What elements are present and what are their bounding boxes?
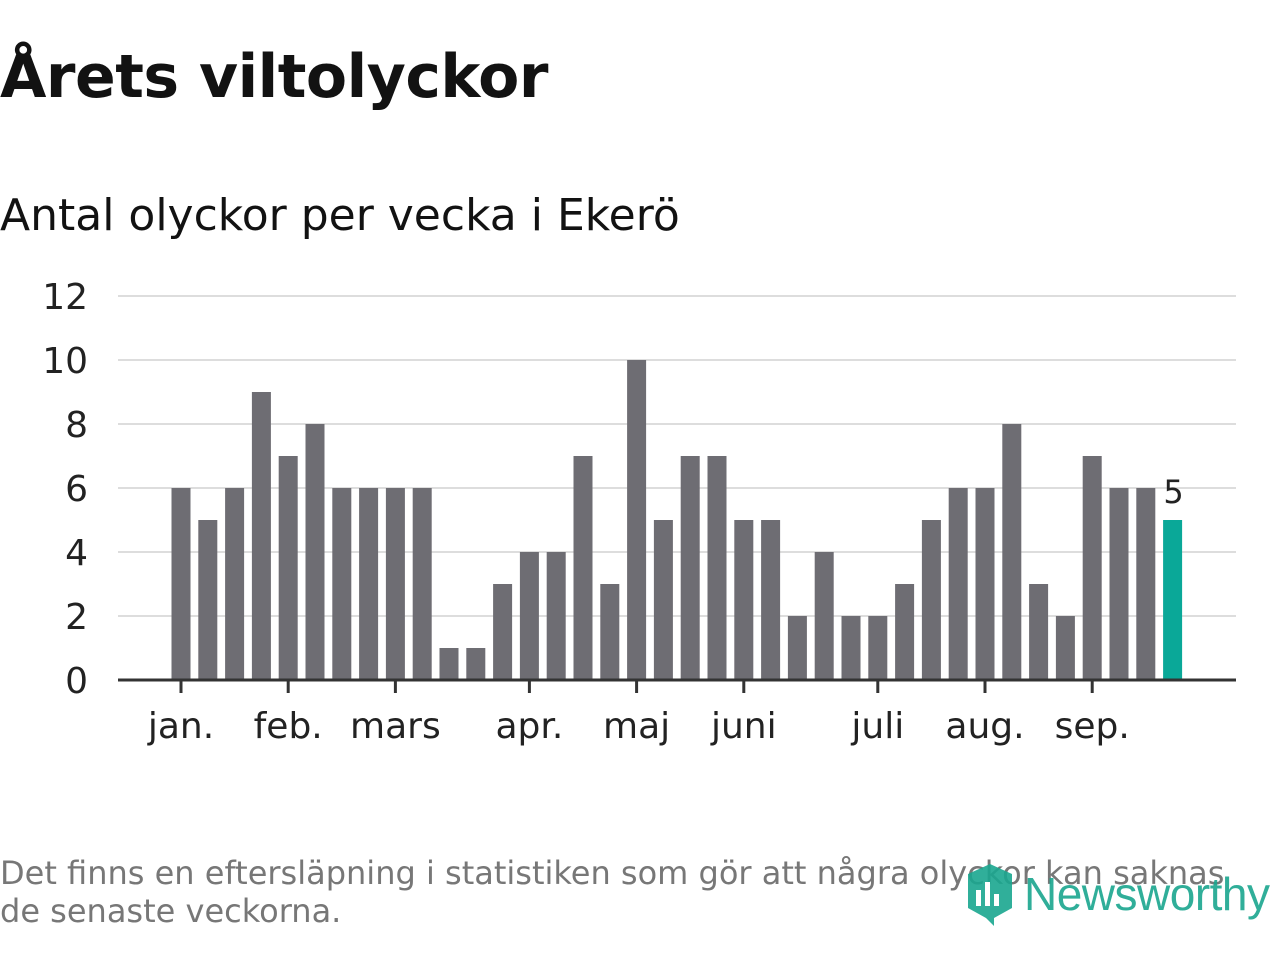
bar-week-29	[921, 520, 941, 680]
bar-week-16	[573, 456, 593, 680]
bar-week-15	[546, 552, 566, 680]
bar-week-28	[895, 584, 915, 680]
data-labels: 5	[1163, 473, 1183, 511]
bar-week-5	[278, 456, 298, 680]
bar-week-32	[1002, 424, 1022, 680]
bars	[171, 360, 1183, 680]
bar-week-31	[975, 488, 995, 680]
bar-week-24	[787, 616, 807, 680]
bar-week-23	[761, 520, 781, 680]
y-tick-label: 8	[65, 405, 88, 446]
bar-week-3	[225, 488, 245, 680]
x-tick-label: maj	[603, 706, 670, 747]
bar-week-21	[707, 456, 727, 680]
bar-week-26	[841, 616, 861, 680]
newsworthy-logo-icon	[968, 864, 1012, 926]
y-tick-label: 12	[42, 277, 88, 318]
bar-week-18	[627, 360, 647, 680]
y-tick-label: 10	[42, 341, 88, 382]
bar-week-13	[493, 584, 513, 680]
x-tick-label: juni	[710, 706, 777, 747]
bar-week-22	[734, 520, 754, 680]
x-tick-label: sep.	[1055, 706, 1130, 747]
chart-subtitle: Antal olyckor per vecka i Ekerö	[0, 190, 680, 241]
x-tick-label: apr.	[495, 706, 563, 747]
bar-week-10	[412, 488, 432, 680]
gridlines	[118, 295, 1236, 617]
bar-chart: 0 2 4 6 8 10 12 jan. feb. mars apr. maj juni juli aug…	[42, 277, 1236, 747]
x-tick-label: juli	[850, 706, 904, 747]
x-tick-label: aug.	[945, 706, 1024, 747]
bar-week-36	[1109, 488, 1129, 680]
footnote: Det finns en eftersläpning i statistiken…	[0, 854, 1225, 930]
bar-week-38	[1163, 520, 1183, 680]
bar-week-37	[1136, 488, 1156, 680]
bar-week-33	[1029, 584, 1049, 680]
y-tick-label: 2	[65, 597, 88, 638]
bar-week-17	[600, 584, 620, 680]
bar-week-11	[439, 648, 459, 680]
y-tick-label: 6	[65, 469, 88, 510]
bar-week-1	[171, 488, 191, 680]
bar-week-19	[653, 520, 673, 680]
bar-week-20	[680, 456, 700, 680]
bar-week-4	[251, 392, 271, 680]
x-axis: jan. feb. mars apr. maj juni juli aug. sep.	[118, 678, 1236, 747]
bar-week-25	[814, 552, 834, 680]
x-tick-label: jan.	[147, 706, 214, 747]
newsworthy-logo: Newsworthy	[964, 860, 1270, 928]
bar-week-34	[1055, 616, 1075, 680]
bar-week-12	[466, 648, 486, 680]
bar-week-14	[519, 552, 539, 680]
x-tick-label: mars	[350, 706, 441, 747]
last-value-label: 5	[1163, 473, 1183, 511]
chart-title: Årets viltolyckor	[0, 42, 549, 112]
bar-week-8	[359, 488, 379, 680]
y-axis-tick-labels: 0 2 4 6 8 10 12	[42, 277, 88, 702]
logo-text: Newsworthy	[1024, 868, 1270, 920]
y-tick-label: 4	[65, 533, 88, 574]
x-tick-label: feb.	[254, 706, 323, 747]
bar-week-9	[385, 488, 405, 680]
bar-week-6	[305, 424, 325, 680]
bar-week-30	[948, 488, 968, 680]
bar-week-35	[1082, 456, 1102, 680]
bar-week-27	[868, 616, 888, 680]
y-tick-label: 0	[65, 661, 88, 702]
bar-week-7	[332, 488, 352, 680]
bar-week-2	[198, 520, 218, 680]
